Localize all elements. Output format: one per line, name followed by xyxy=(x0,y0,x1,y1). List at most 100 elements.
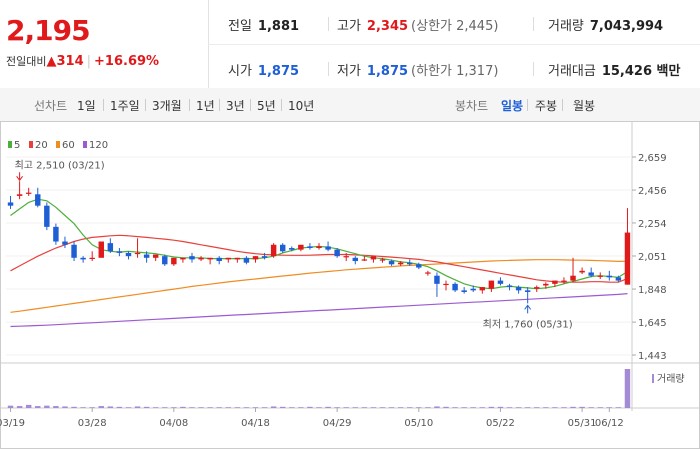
tab-5y[interactable]: 5년 xyxy=(257,99,276,113)
low-value: 1,875 xyxy=(366,64,409,79)
low-annotation: 최저 1,760 (05/31) xyxy=(483,318,573,330)
change-percent: +16.69% xyxy=(94,54,160,69)
candle-body xyxy=(343,256,349,258)
candle-body xyxy=(370,256,377,260)
candle-body xyxy=(588,272,594,276)
volume-bar xyxy=(7,405,14,408)
quote-header: 2,195 전일대비▲314 | +16.69% 전일 1,881 고가 2,345 (상… xyxy=(0,0,700,89)
tab-weekly[interactable]: 주봉 xyxy=(535,99,558,113)
candle-body xyxy=(388,261,395,265)
candle-body xyxy=(361,259,368,261)
candle-body xyxy=(270,244,277,257)
candle-body xyxy=(543,283,549,286)
volume-bar xyxy=(579,406,585,408)
open-label: 시가 xyxy=(228,64,252,79)
candle-body xyxy=(561,280,567,282)
tab-divider xyxy=(189,99,190,111)
candle-body xyxy=(116,251,123,253)
candle-body xyxy=(7,202,14,206)
candlestick-chart[interactable]: 2,659 2,456 2,254 2,051 1,848 1,645 1,443 5 20 60… xyxy=(0,121,700,450)
tab-10y[interactable]: 10년 xyxy=(288,99,315,113)
volume-bar xyxy=(379,407,386,408)
candle-body xyxy=(434,275,440,284)
candle-body xyxy=(180,257,186,260)
volume-bar xyxy=(243,407,250,408)
candle-body xyxy=(488,280,495,289)
volume-bar xyxy=(452,407,458,408)
candle-body xyxy=(325,246,331,250)
volume-bar xyxy=(35,406,41,408)
candle-chart-title: 봉차트 xyxy=(455,99,489,113)
volume-bar xyxy=(89,407,95,408)
candle-body xyxy=(207,257,213,260)
tab-3m[interactable]: 3개월 xyxy=(152,99,182,113)
tab-daily[interactable]: 일봉 xyxy=(501,99,524,113)
volume-bar xyxy=(361,407,368,408)
tab-1w[interactable]: 1주일 xyxy=(110,99,140,113)
volume-bar xyxy=(53,406,59,408)
volume-bar xyxy=(443,406,449,408)
volume-bar xyxy=(552,407,558,408)
stat-divider xyxy=(533,17,534,31)
candle-body xyxy=(279,244,286,252)
volume-bar xyxy=(543,407,549,408)
line-chart-title: 선차트 xyxy=(34,99,68,113)
candle-body xyxy=(443,283,449,286)
candle-body xyxy=(53,226,59,242)
candle-body xyxy=(80,257,86,260)
volume-bar xyxy=(207,407,213,408)
volume-bar xyxy=(98,406,104,408)
volume-bar xyxy=(307,406,313,408)
y-tick-label: 2,456 xyxy=(638,186,667,197)
candle-body xyxy=(307,246,313,249)
candle-body xyxy=(534,287,540,289)
header-row-divider xyxy=(208,44,700,45)
volume-bar xyxy=(25,404,32,408)
y-tick-label: 1,848 xyxy=(638,285,667,296)
tab-1y[interactable]: 1년 xyxy=(196,99,215,113)
volume-bar xyxy=(152,407,159,408)
volume-bar xyxy=(479,407,486,408)
volume-bar xyxy=(334,407,340,408)
volume-bar xyxy=(407,407,413,408)
volume-bar xyxy=(225,407,231,408)
high-annotation: 최고 2,510 (03/21) xyxy=(15,159,105,171)
y-tick-label: 2,051 xyxy=(638,252,667,263)
candle-body xyxy=(461,290,467,292)
candle-body xyxy=(479,287,486,291)
tab-1d[interactable]: 1일 xyxy=(77,99,96,113)
tab-divider xyxy=(103,99,104,111)
candle-body xyxy=(615,277,622,281)
candle-body xyxy=(597,275,603,277)
candle-body xyxy=(134,252,141,255)
volume-bar xyxy=(370,407,377,408)
candle-body xyxy=(334,249,340,257)
chart-frame xyxy=(0,121,700,449)
candle-body xyxy=(470,288,476,291)
volume-bar xyxy=(116,406,123,408)
volume-bar xyxy=(143,406,150,408)
y-tick-label: 2,254 xyxy=(638,219,667,230)
y-tick-label: 2,659 xyxy=(638,153,667,164)
volume-bar xyxy=(397,407,404,408)
candle-body xyxy=(289,248,295,250)
candle-body xyxy=(25,192,32,194)
low-label: 저가 xyxy=(337,64,361,79)
volume-bar xyxy=(279,406,286,408)
volume-bar xyxy=(71,406,77,408)
tab-3y[interactable]: 3년 xyxy=(226,99,245,113)
prev-close-stat: 전일 1,881 xyxy=(228,15,299,34)
high-value: 2,345 xyxy=(366,19,409,34)
candle-body xyxy=(506,285,513,288)
amount-value: 15,426 백만 xyxy=(601,64,681,79)
x-tick-label: 05/10 xyxy=(404,418,433,429)
volume-bar xyxy=(180,406,186,408)
volume-bar xyxy=(252,407,259,408)
legend-label-ma60: 60 xyxy=(62,140,75,151)
candle-body xyxy=(16,194,23,196)
stat-divider xyxy=(328,62,329,76)
candle-body xyxy=(62,241,68,245)
high-label: 고가 xyxy=(337,19,361,34)
tab-monthly[interactable]: 월봉 xyxy=(573,99,596,113)
candle-body xyxy=(452,283,458,291)
